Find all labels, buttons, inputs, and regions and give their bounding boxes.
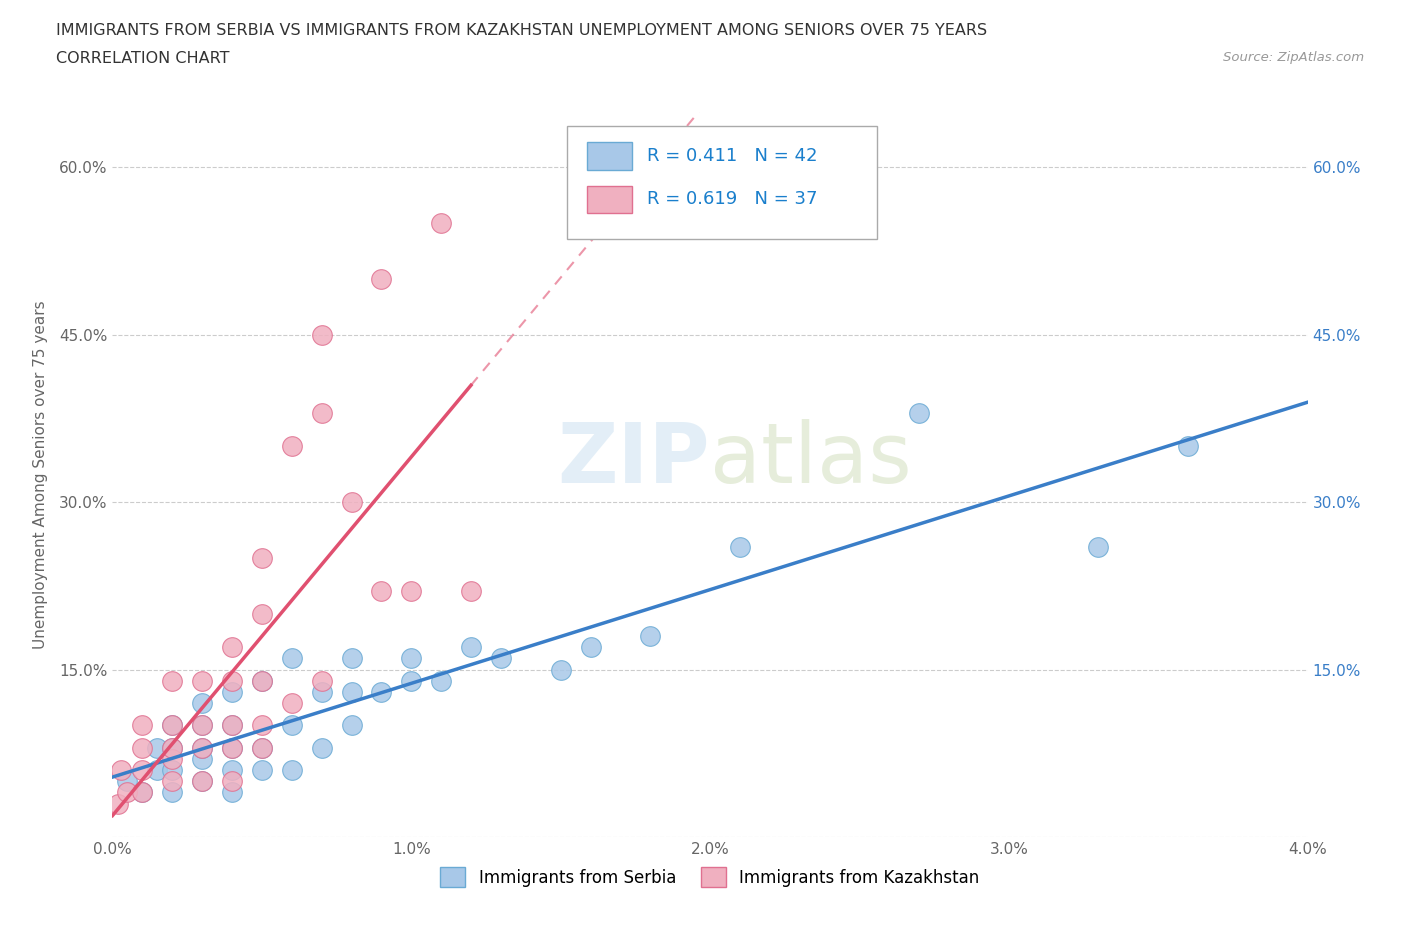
Point	[191, 751, 214, 766]
Point	[191, 718, 214, 733]
Point	[110, 763, 132, 777]
Text: Source: ZipAtlas.com: Source: ZipAtlas.com	[1223, 51, 1364, 64]
Point	[340, 718, 363, 733]
Point	[146, 763, 169, 777]
Point	[401, 673, 423, 688]
Point	[131, 785, 153, 800]
Point	[401, 584, 423, 599]
Y-axis label: Unemployment Among Seniors over 75 years: Unemployment Among Seniors over 75 years	[32, 300, 48, 648]
Point	[250, 673, 273, 688]
Point	[131, 740, 153, 755]
Point	[430, 216, 453, 231]
Point	[908, 405, 931, 420]
Point	[221, 763, 243, 777]
Point	[728, 539, 751, 554]
Point	[162, 740, 183, 755]
FancyBboxPatch shape	[586, 186, 633, 213]
Point	[162, 774, 183, 789]
Text: CORRELATION CHART: CORRELATION CHART	[56, 51, 229, 66]
Point	[460, 640, 482, 655]
Point	[162, 673, 183, 688]
Point	[370, 272, 392, 286]
Point	[221, 785, 243, 800]
Point	[250, 673, 273, 688]
Point	[117, 785, 139, 800]
Point	[281, 439, 304, 454]
Point	[191, 740, 214, 755]
Point	[221, 774, 243, 789]
Point	[550, 662, 572, 677]
Point	[311, 405, 333, 420]
Point	[281, 651, 304, 666]
Point	[1177, 439, 1199, 454]
Point	[250, 606, 273, 621]
Point	[401, 651, 423, 666]
Point	[340, 495, 363, 510]
Point	[311, 327, 333, 342]
Point	[250, 763, 273, 777]
Point	[640, 629, 662, 644]
Text: ZIP: ZIP	[558, 419, 710, 500]
FancyBboxPatch shape	[586, 142, 633, 169]
Point	[370, 684, 392, 699]
Point	[221, 684, 243, 699]
Text: atlas: atlas	[710, 419, 911, 500]
Point	[191, 718, 214, 733]
Point	[221, 640, 243, 655]
Point	[131, 785, 153, 800]
Point	[191, 774, 214, 789]
Point	[311, 740, 333, 755]
Text: IMMIGRANTS FROM SERBIA VS IMMIGRANTS FROM KAZAKHSTAN UNEMPLOYMENT AMONG SENIORS : IMMIGRANTS FROM SERBIA VS IMMIGRANTS FRO…	[56, 23, 987, 38]
Point	[131, 718, 153, 733]
Point	[117, 774, 139, 789]
Legend: Immigrants from Serbia, Immigrants from Kazakhstan: Immigrants from Serbia, Immigrants from …	[433, 860, 987, 894]
Point	[250, 718, 273, 733]
Point	[191, 673, 214, 688]
Point	[579, 640, 602, 655]
Point	[281, 763, 304, 777]
Point	[340, 684, 363, 699]
Point	[131, 763, 153, 777]
Point	[311, 684, 333, 699]
Point	[311, 673, 333, 688]
Point	[460, 584, 482, 599]
Point	[221, 673, 243, 688]
FancyBboxPatch shape	[567, 126, 877, 239]
Point	[221, 718, 243, 733]
Point	[162, 718, 183, 733]
Point	[250, 551, 273, 565]
Point	[191, 696, 214, 711]
Point	[162, 751, 183, 766]
Point	[221, 740, 243, 755]
Point	[1087, 539, 1109, 554]
Text: R = 0.619   N = 37: R = 0.619 N = 37	[647, 191, 817, 208]
Point	[107, 796, 129, 811]
Point	[146, 740, 169, 755]
Point	[162, 718, 183, 733]
Point	[489, 651, 512, 666]
Point	[430, 673, 453, 688]
Text: R = 0.411   N = 42: R = 0.411 N = 42	[647, 147, 817, 165]
Point	[281, 718, 304, 733]
Point	[281, 696, 304, 711]
Point	[250, 740, 273, 755]
Point	[162, 785, 183, 800]
Point	[250, 740, 273, 755]
Point	[191, 774, 214, 789]
Point	[370, 584, 392, 599]
Point	[340, 651, 363, 666]
Point	[162, 763, 183, 777]
Point	[221, 740, 243, 755]
Point	[191, 740, 214, 755]
Point	[162, 740, 183, 755]
Point	[221, 718, 243, 733]
